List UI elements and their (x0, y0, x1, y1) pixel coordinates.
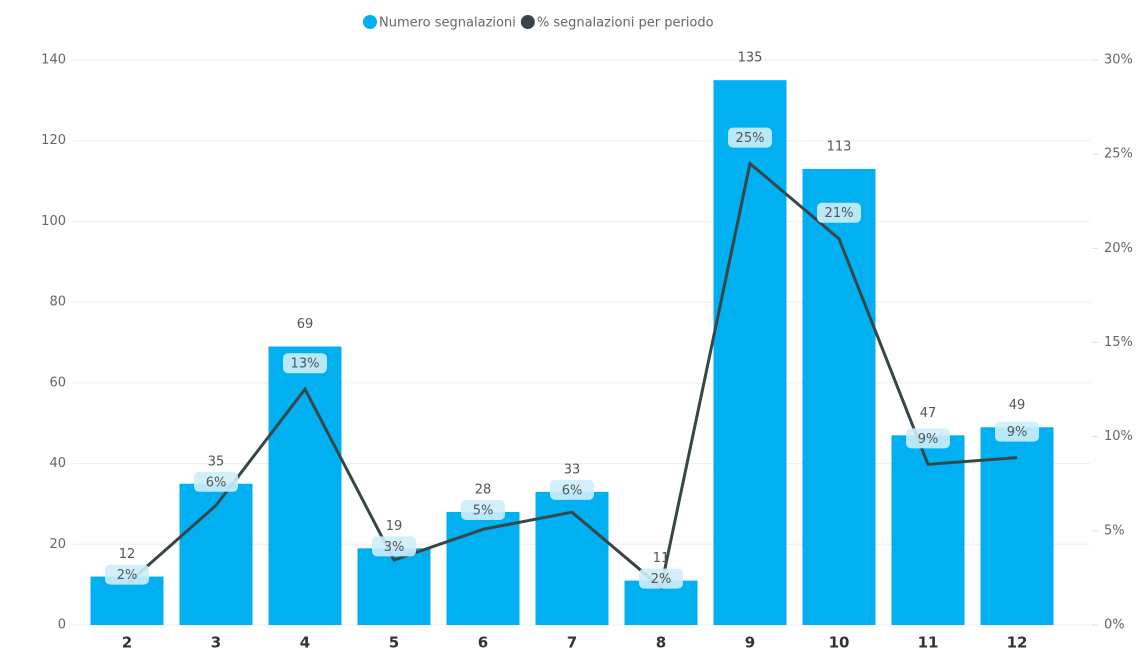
bar-value-label: 135 (738, 51, 763, 66)
y-tick-label: 0 (58, 618, 66, 633)
line-value-label: 2% (651, 572, 672, 587)
line (126, 160, 1018, 591)
bar (713, 80, 787, 625)
line-label-box (817, 202, 861, 223)
x-tick-label: 4 (300, 634, 310, 652)
line-label-box (995, 421, 1039, 442)
y2-tick-label: 10% (1104, 429, 1133, 444)
line-value-label: 5% (473, 504, 494, 519)
line-label-box (461, 500, 505, 520)
y-tick-label: 40 (49, 456, 66, 471)
legend-swatch (520, 15, 535, 29)
y2-tick-label: 15% (1104, 335, 1133, 350)
line-value-label: 21% (825, 206, 854, 221)
legend-label: Numero segnalazioni (379, 16, 516, 31)
line-value-label: 6% (206, 475, 227, 490)
x-tick-label: 3 (211, 634, 221, 652)
legend-swatch (363, 15, 377, 29)
line-value-label: 9% (918, 432, 939, 447)
y2-tick-label: 25% (1104, 147, 1133, 162)
bar (891, 435, 965, 625)
bar (980, 427, 1054, 625)
legend-label: % segnalazioni per periodo (537, 16, 714, 31)
x-tick-label: 8 (656, 634, 666, 652)
line-value-label: 25% (736, 131, 765, 146)
bar (802, 168, 876, 625)
line-value-label: 3% (384, 540, 405, 555)
x-tick-label: 10 (829, 634, 850, 652)
line-label-box (283, 353, 327, 374)
bar-value-label: 47 (920, 406, 937, 421)
line-value-label: 9% (1007, 425, 1028, 440)
line-label-box (639, 568, 683, 589)
y2-tick-label: 30% (1104, 53, 1133, 68)
bar-value-label: 49 (1009, 398, 1026, 413)
bar-value-label: 35 (208, 454, 225, 469)
line-label-box (372, 536, 416, 557)
line-value-label: 6% (562, 483, 583, 498)
bar-value-label: 28 (475, 483, 492, 498)
x-tick-label: 7 (567, 634, 577, 652)
x-tick-label: 6 (478, 634, 488, 652)
line-label-box (550, 479, 594, 500)
y-tick-label: 140 (41, 53, 66, 68)
y-tick-label: 100 (41, 214, 66, 229)
bar-value-label: 33 (564, 462, 581, 477)
bar-value-label: 113 (827, 139, 852, 154)
y2-tick-label: 0% (1104, 618, 1125, 633)
line-label-box (194, 471, 238, 492)
bar (268, 346, 342, 625)
line-label-box (728, 127, 772, 148)
line-label-box (105, 564, 149, 585)
bar (90, 576, 164, 625)
y2-tick-label: 5% (1104, 523, 1125, 538)
x-tick-label: 11 (918, 634, 939, 652)
x-tick-label: 5 (389, 634, 399, 652)
line-label-box (906, 428, 950, 449)
y-tick-label: 60 (49, 375, 66, 390)
y2-tick-label: 20% (1104, 241, 1133, 256)
y-tick-label: 80 (49, 295, 66, 310)
x-tick-label: 9 (745, 634, 755, 652)
y-tick-label: 20 (49, 537, 66, 552)
bar-value-label: 19 (386, 519, 403, 534)
bar-value-label: 11 (653, 551, 670, 566)
bar-value-label: 12 (119, 547, 136, 562)
bar-value-label: 69 (297, 317, 314, 332)
line-value-label: 13% (291, 357, 320, 372)
y-tick-label: 120 (41, 133, 66, 148)
line-value-label: 2% (117, 568, 138, 583)
x-tick-label: 2 (122, 634, 132, 652)
x-tick-label: 12 (1007, 634, 1028, 652)
